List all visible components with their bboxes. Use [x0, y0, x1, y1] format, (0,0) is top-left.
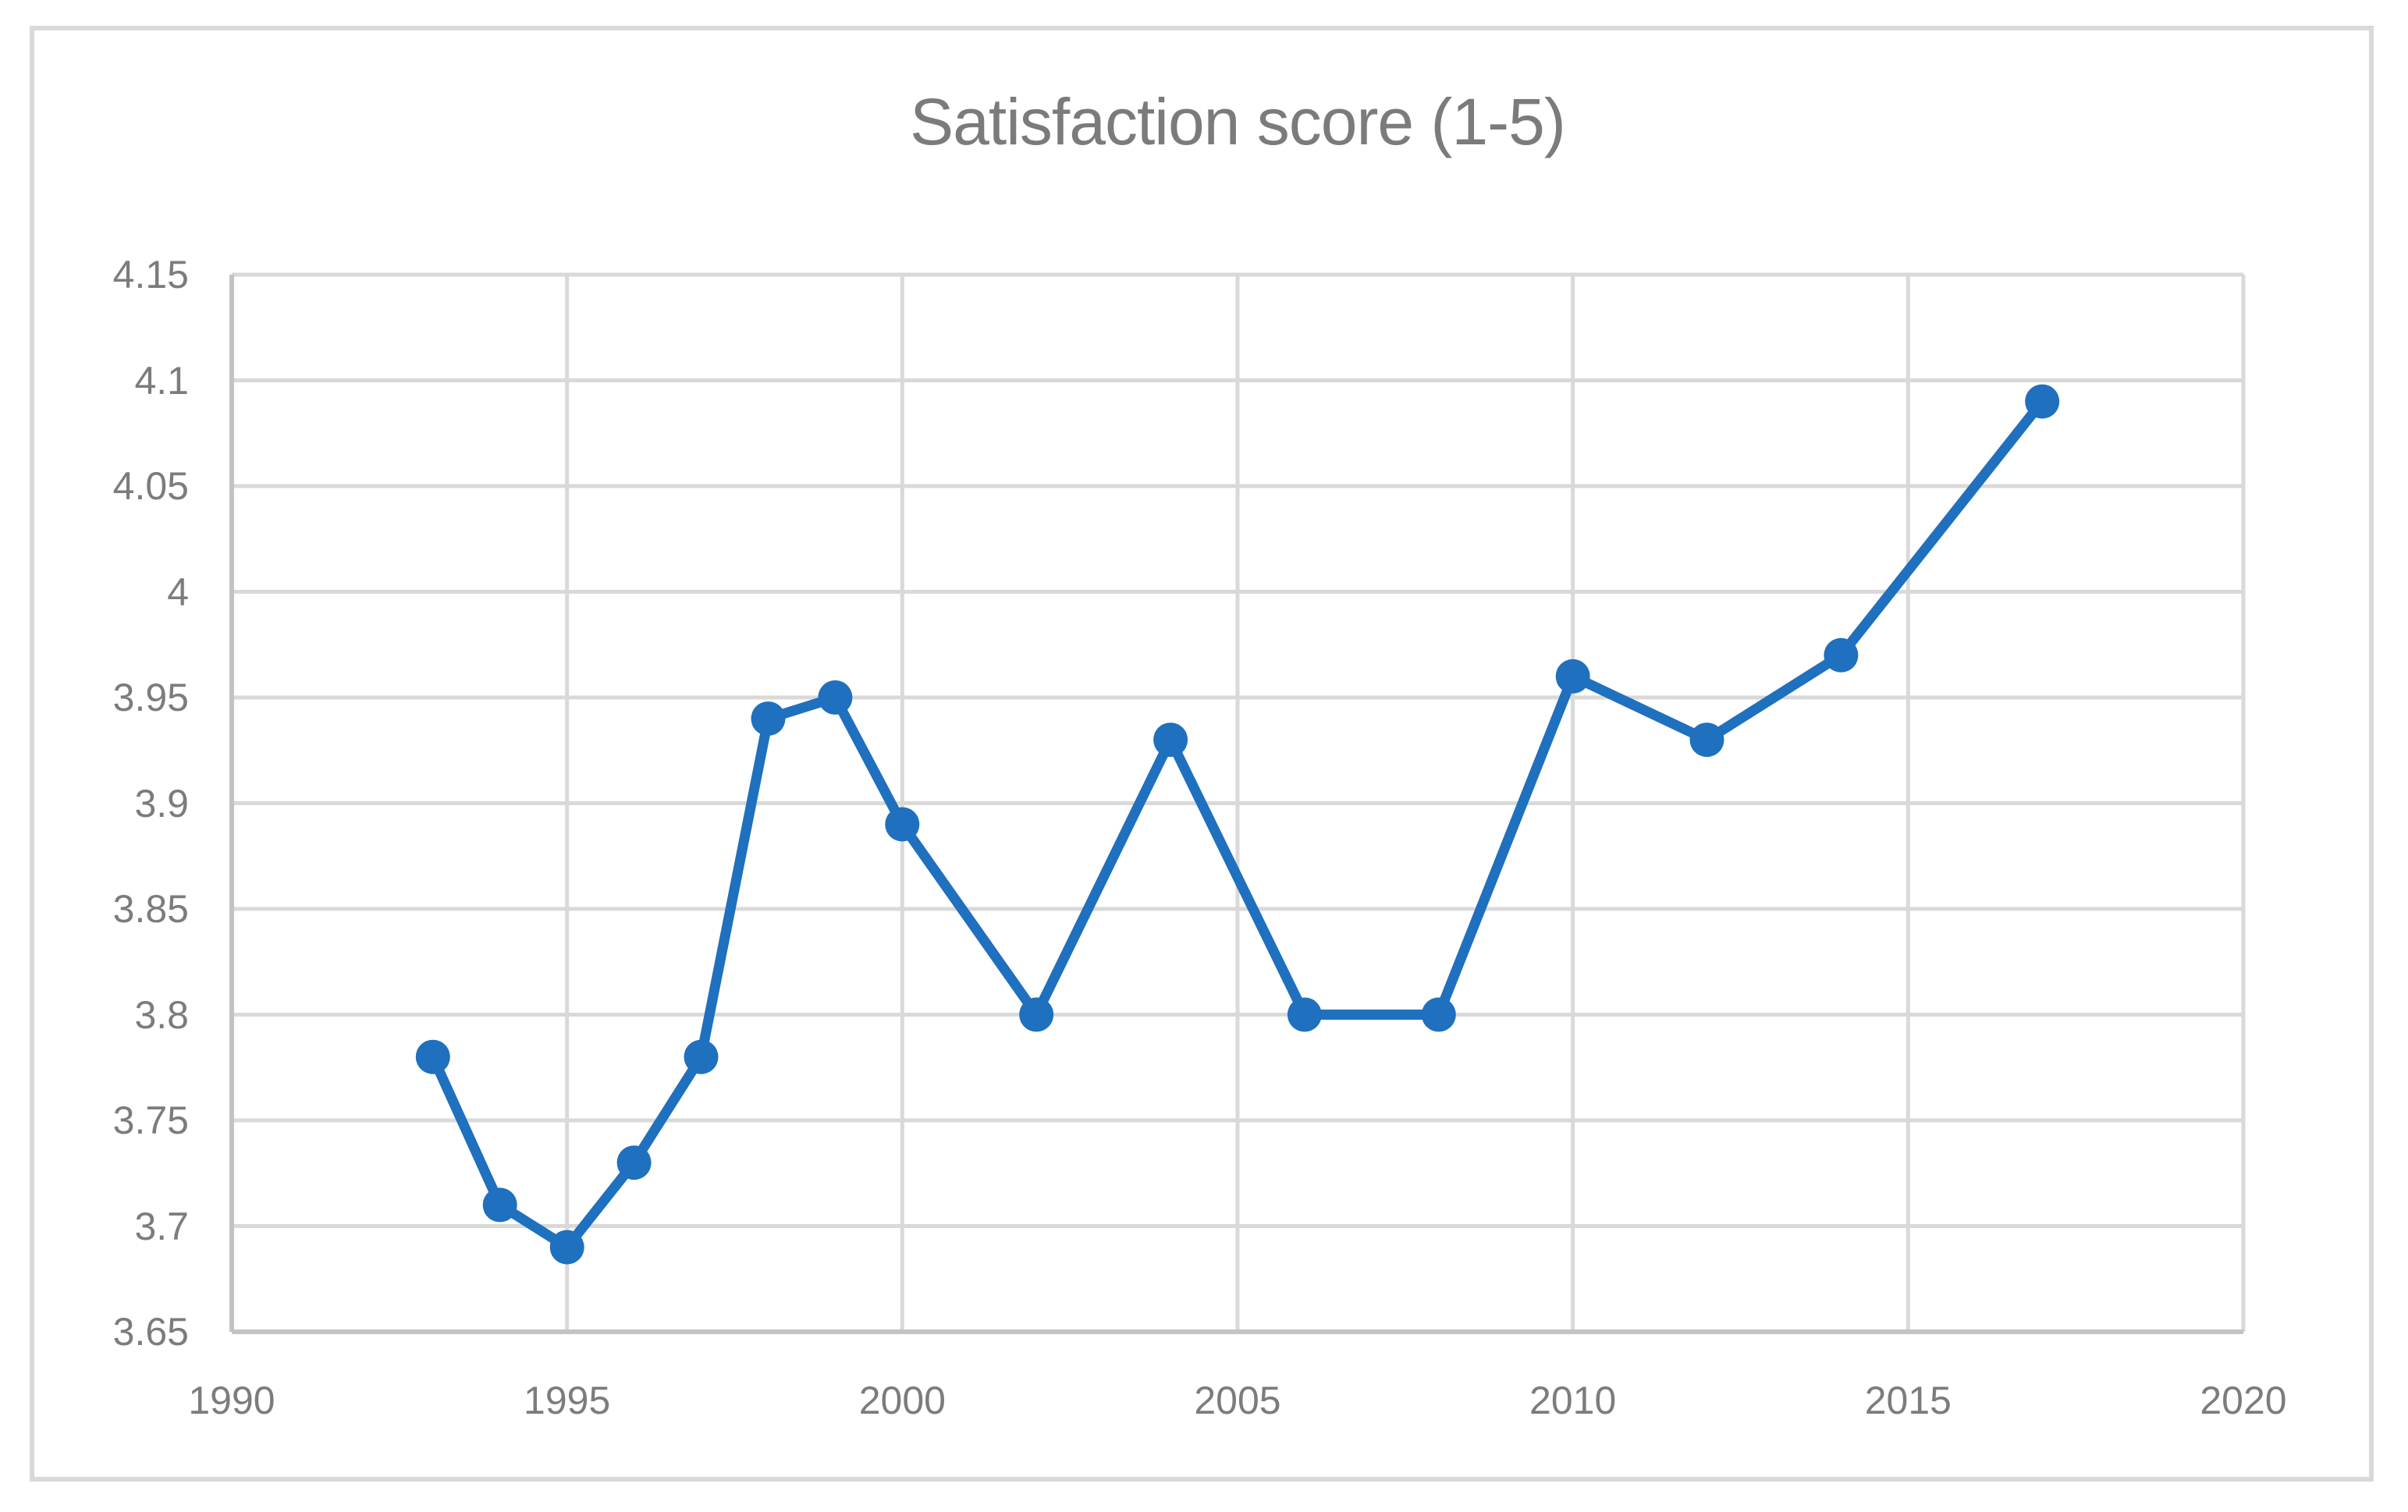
data-point-marker [1555, 658, 1590, 694]
y-axis-tick-label: 3.7 [134, 1204, 189, 1248]
data-point-marker [1824, 637, 1859, 673]
plot-area [229, 272, 2246, 1334]
axis-lines [229, 275, 2243, 1334]
y-axis-tick-label: 4.05 [112, 464, 189, 508]
data-point-marker [1287, 997, 1322, 1032]
y-axis-tick-label: 3.75 [112, 1099, 189, 1142]
data-point-marker [1153, 722, 1188, 758]
x-axis-tick-label: 1990 [188, 1379, 275, 1422]
data-point-marker [818, 680, 853, 715]
x-axis-tick-label: 2015 [1864, 1379, 1952, 1422]
data-point-marker [684, 1039, 719, 1074]
y-axis-tick-label: 4.1 [134, 358, 189, 403]
x-axis-tick-label: 2010 [1529, 1379, 1617, 1422]
data-point-marker [415, 1039, 450, 1074]
data-point-marker [885, 807, 920, 842]
chart-title: Satisfaction score (1-5) [910, 85, 1566, 158]
chart-outer-frame [30, 26, 2374, 1482]
y-axis-tick-label: 4 [167, 570, 189, 614]
y-axis-tick-label: 3.85 [112, 887, 189, 931]
data-point-marker [751, 701, 786, 736]
data-point-marker [1689, 722, 1724, 758]
y-axis-tick-label: 3.9 [134, 781, 189, 825]
data-point-marker [482, 1187, 517, 1223]
x-axis-tick-label: 2020 [2200, 1379, 2287, 1422]
data-point-marker [616, 1145, 652, 1180]
data-point-marker [2025, 384, 2060, 419]
data-point-markers [415, 384, 2060, 1265]
data-point-marker [1019, 997, 1054, 1032]
data-point-marker [549, 1230, 584, 1265]
y-axis-tick-label: 4.15 [112, 253, 189, 296]
x-axis-tick-label: 2005 [1194, 1379, 1281, 1422]
y-axis-tick-label: 3.95 [112, 676, 189, 719]
x-axis-tick-label: 1995 [524, 1379, 611, 1422]
gridlines [229, 272, 2246, 1334]
y-axis-tick-label: 3.8 [134, 992, 189, 1037]
series-line [428, 396, 2048, 1253]
y-axis-tick-label: 3.65 [112, 1310, 189, 1354]
x-axis-tick-label: 2000 [858, 1379, 946, 1422]
data-point-marker [1421, 997, 1456, 1032]
